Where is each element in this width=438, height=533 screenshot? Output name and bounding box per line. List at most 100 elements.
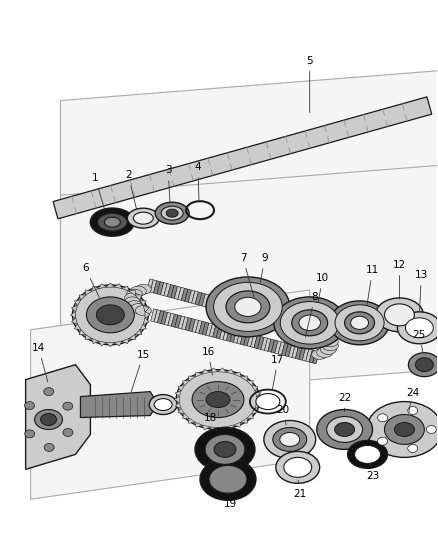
Ellipse shape [96,305,124,325]
Polygon shape [210,368,218,373]
Polygon shape [212,297,219,310]
Polygon shape [218,427,226,431]
Ellipse shape [317,330,332,340]
Ellipse shape [195,427,255,471]
Ellipse shape [317,409,372,449]
Polygon shape [185,289,191,302]
Ellipse shape [235,297,261,317]
Polygon shape [202,369,210,374]
Text: 21: 21 [293,480,306,499]
Ellipse shape [104,217,120,227]
Ellipse shape [330,301,389,345]
Ellipse shape [321,344,336,354]
Polygon shape [92,338,99,344]
Ellipse shape [327,416,363,442]
Polygon shape [261,310,268,323]
Polygon shape [154,281,160,294]
Ellipse shape [127,289,142,299]
Polygon shape [74,324,81,330]
Ellipse shape [124,297,141,307]
Polygon shape [285,344,292,357]
Polygon shape [295,346,302,359]
Polygon shape [272,312,278,326]
Polygon shape [198,293,205,306]
Polygon shape [251,335,257,348]
Polygon shape [25,365,90,470]
Ellipse shape [312,350,328,359]
Text: 13: 13 [415,270,428,312]
Ellipse shape [378,437,388,445]
Polygon shape [174,397,180,402]
Ellipse shape [35,409,63,430]
Ellipse shape [322,341,339,351]
Polygon shape [282,316,289,328]
Polygon shape [114,284,122,288]
Ellipse shape [25,402,35,409]
Polygon shape [158,311,164,324]
Ellipse shape [127,301,142,311]
Polygon shape [164,284,171,296]
Polygon shape [230,329,237,342]
Polygon shape [143,305,149,312]
Text: 25: 25 [413,330,426,352]
Polygon shape [258,336,264,350]
Polygon shape [261,337,268,350]
Polygon shape [219,298,226,312]
Polygon shape [268,312,275,325]
Polygon shape [247,414,254,418]
Ellipse shape [86,297,134,333]
Ellipse shape [274,297,346,349]
Polygon shape [114,341,122,346]
Polygon shape [99,341,107,346]
Ellipse shape [378,414,388,422]
Polygon shape [185,318,192,331]
Polygon shape [302,348,309,361]
Polygon shape [226,369,234,374]
Polygon shape [106,283,114,287]
Polygon shape [275,341,281,354]
Text: 6: 6 [82,263,99,297]
Polygon shape [233,372,241,377]
Polygon shape [192,319,198,333]
Polygon shape [189,376,195,381]
Polygon shape [140,300,146,306]
Polygon shape [188,290,195,303]
Polygon shape [223,327,230,341]
Polygon shape [218,368,226,373]
Ellipse shape [406,318,433,338]
Polygon shape [99,284,107,288]
Ellipse shape [312,328,328,338]
Polygon shape [282,343,288,356]
Text: 14: 14 [32,343,48,382]
Polygon shape [145,311,150,318]
Polygon shape [202,425,210,430]
Ellipse shape [135,284,151,294]
Ellipse shape [97,213,127,231]
Polygon shape [247,381,254,386]
Ellipse shape [176,370,260,430]
Ellipse shape [395,423,414,437]
Polygon shape [244,333,250,346]
Polygon shape [106,343,114,347]
Ellipse shape [299,315,321,330]
Text: 19: 19 [223,492,237,509]
Polygon shape [216,297,223,311]
Ellipse shape [90,208,134,236]
Polygon shape [255,391,261,397]
Polygon shape [289,344,295,358]
Polygon shape [299,347,305,360]
Ellipse shape [44,387,54,395]
Polygon shape [171,314,178,327]
Ellipse shape [161,206,183,220]
Polygon shape [92,286,99,292]
Polygon shape [157,281,164,295]
Polygon shape [189,418,195,423]
Ellipse shape [206,392,230,408]
Polygon shape [209,324,216,337]
Polygon shape [278,342,285,355]
Polygon shape [310,323,316,336]
Polygon shape [143,318,149,324]
Polygon shape [181,288,188,301]
Ellipse shape [284,457,312,478]
Ellipse shape [385,415,424,445]
